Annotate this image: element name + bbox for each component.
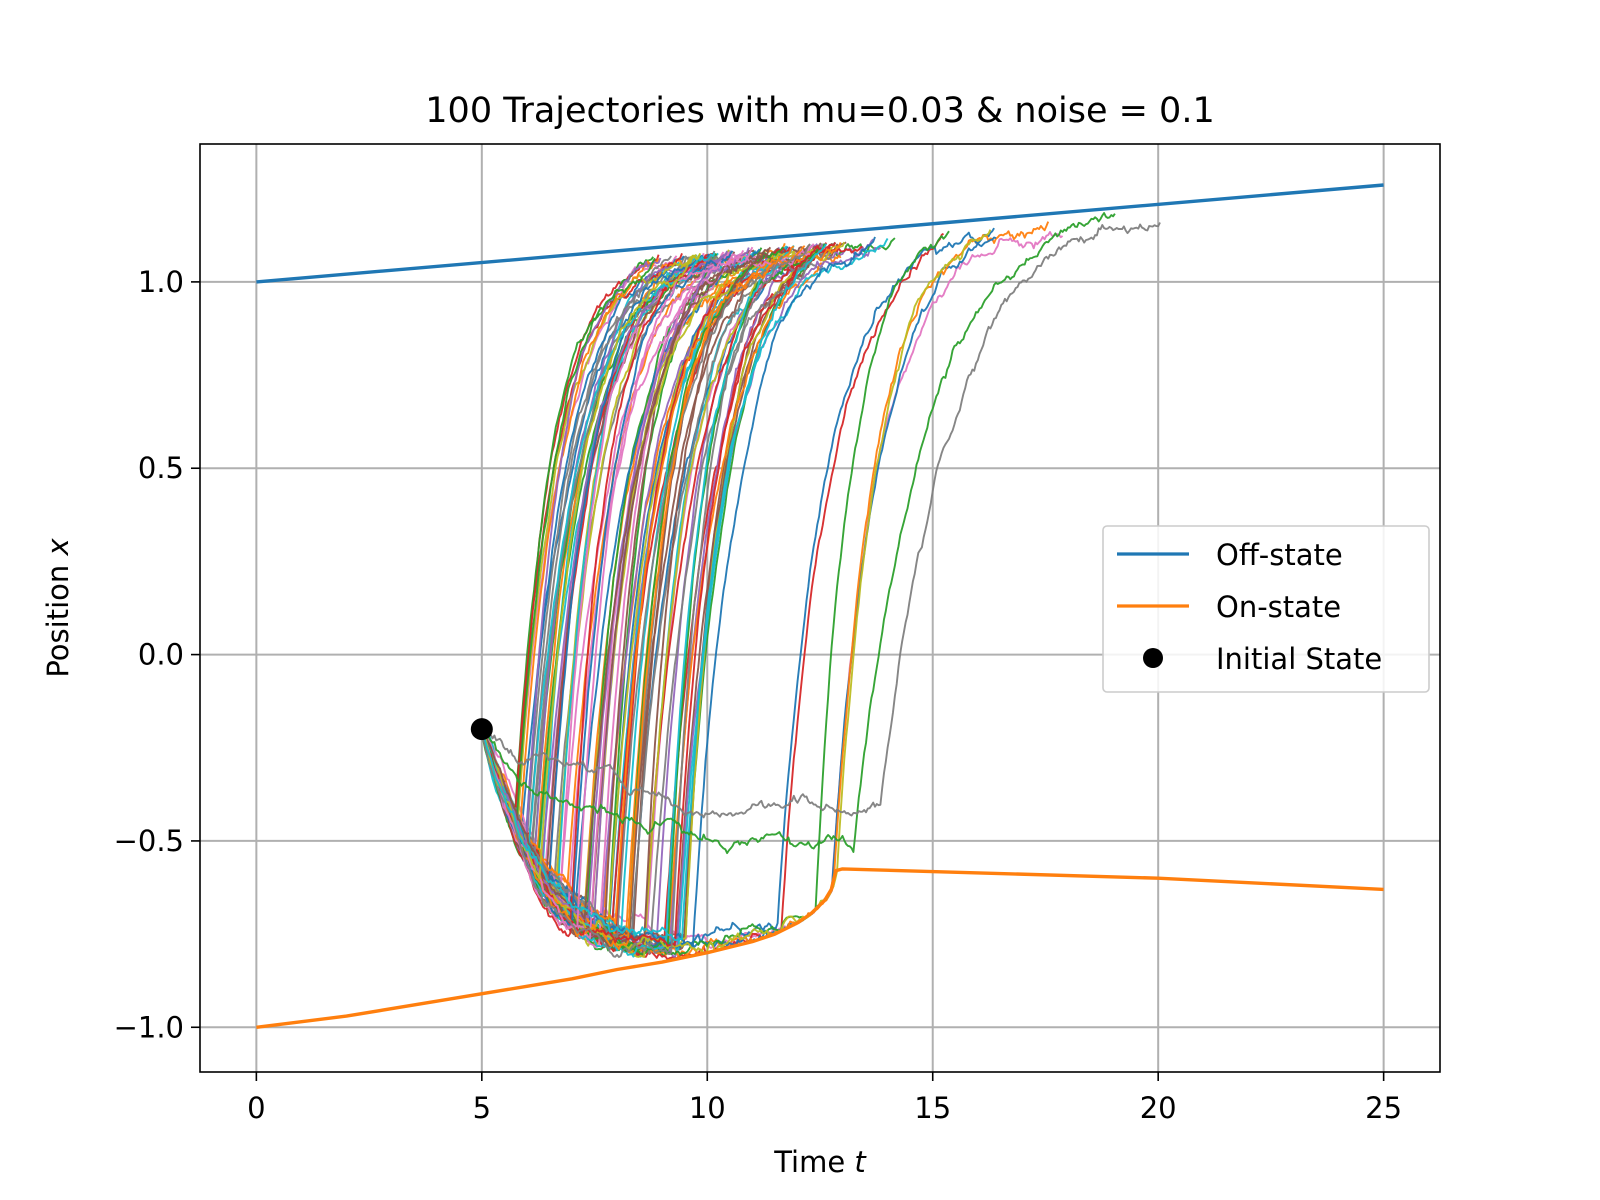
trajectory-line: [480, 243, 811, 959]
x-axis-label: Time t: [773, 1145, 867, 1179]
initial-state-point: [470, 718, 493, 741]
legend-label-off-state: Off-state: [1216, 538, 1343, 572]
initial-state-group: [470, 718, 493, 741]
x-tick-label: 25: [1365, 1091, 1402, 1125]
trajectory-line: [480, 245, 806, 951]
x-tick-label: 5: [473, 1091, 491, 1125]
y-axis-ticks: −1.0 −0.5 0.0 0.5 1.0: [114, 265, 200, 1044]
x-tick-label: 10: [689, 1091, 726, 1125]
legend-label-initial-state: Initial State: [1216, 642, 1382, 676]
trajectory-line: [480, 255, 784, 939]
y-tick-label: −1.0: [114, 1010, 184, 1044]
x-axis-label-text: Time: [773, 1145, 854, 1179]
trajectory-ensemble: [480, 212, 1161, 961]
y-axis-variable: x: [41, 538, 75, 557]
legend-box: [1102, 525, 1430, 693]
off-state-line: [256, 183, 1384, 284]
x-tick-label: 20: [1140, 1091, 1177, 1125]
trajectory-line: [480, 246, 772, 920]
trajectory-line: [480, 250, 811, 940]
legend: Off-state On-state Initial State: [1102, 525, 1430, 693]
y-tick-label: 0.0: [138, 638, 184, 672]
y-tick-label: −0.5: [114, 824, 184, 858]
x-axis-ticks: 0 5 10 15 20 25: [247, 1072, 1402, 1125]
chart-title: 100 Trajectories with mu=0.03 & noise = …: [425, 91, 1214, 131]
on-state-line: [256, 867, 1384, 1029]
plot-frame: [199, 143, 1441, 1073]
y-tick-label: 0.5: [138, 451, 184, 485]
y-tick-label: 1.0: [138, 265, 184, 299]
legend-label-on-state: On-state: [1216, 590, 1341, 624]
trajectory-line: [480, 243, 828, 942]
trajectory-line: [480, 212, 1116, 855]
trajectory-line: [480, 229, 992, 955]
trajectory-line: [480, 248, 770, 948]
trajectory-line: [481, 222, 1161, 819]
y-axis-label: Position x: [41, 538, 75, 678]
y-axis-label-text: Position: [41, 556, 75, 678]
x-tick-label: 0: [247, 1091, 265, 1125]
legend-handle-initial-state: [1143, 648, 1163, 668]
state-series: [256, 183, 1384, 1029]
x-axis-variable: t: [854, 1145, 867, 1179]
x-tick-label: 15: [914, 1091, 951, 1125]
